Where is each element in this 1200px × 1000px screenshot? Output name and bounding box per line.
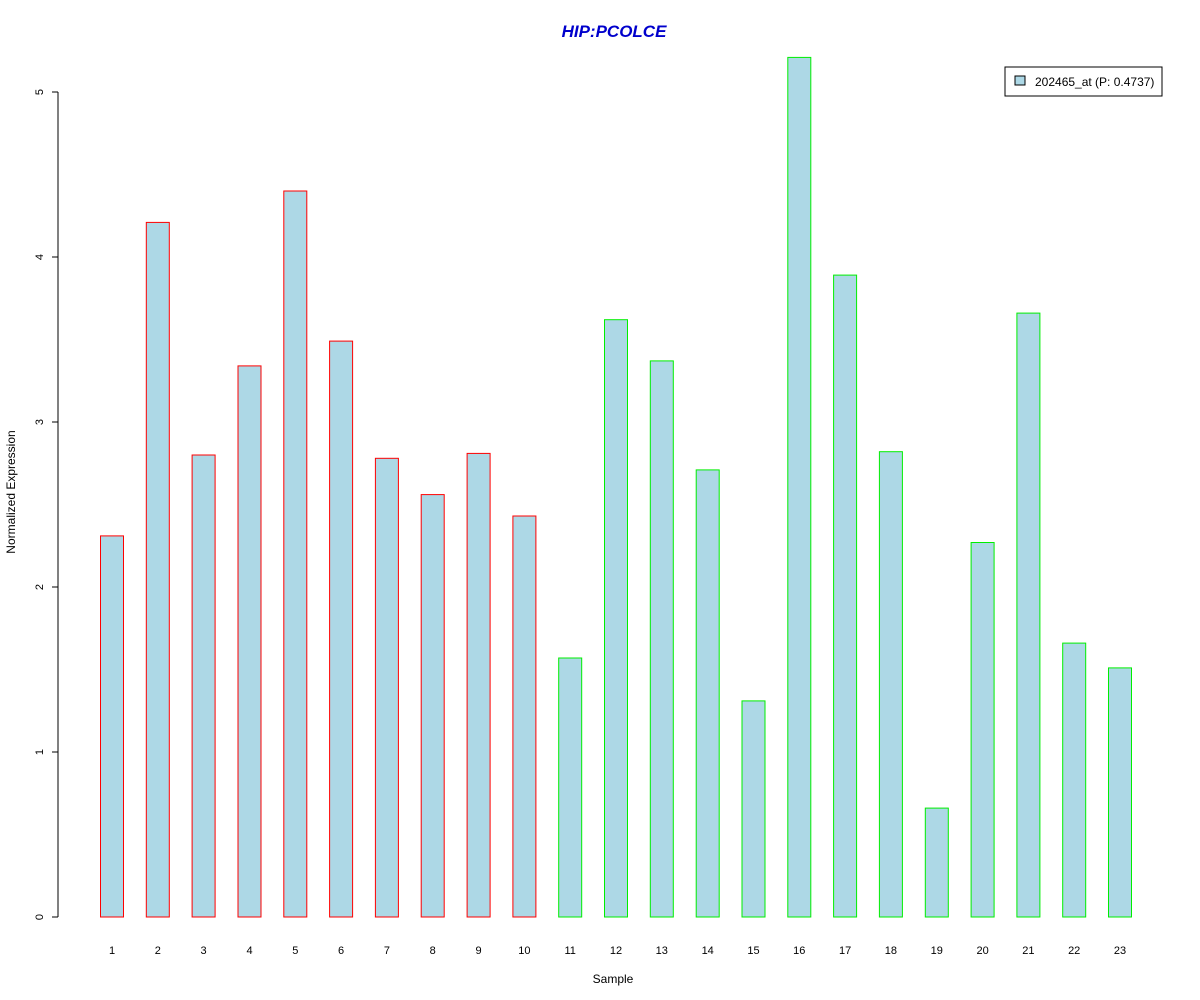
- bar-sample-12: [604, 319, 628, 918]
- x-tick-labels: 1 2 3 4 5 6 7 8 9 10 11 12 13 14 15 16 17 18 19 20 21 22 23: [109, 945, 1126, 957]
- x-tick-label: 22: [1068, 945, 1080, 957]
- x-tick-label: 6: [338, 945, 344, 957]
- x-tick-label: 12: [610, 945, 622, 957]
- y-tick-label: 1: [34, 749, 46, 755]
- x-tick-label: 2: [155, 945, 161, 957]
- bar-sample-22: [1062, 642, 1087, 918]
- bar-sample-11: [558, 657, 583, 918]
- y-tick-label: 5: [34, 89, 46, 95]
- x-tick-label: 21: [1022, 945, 1034, 957]
- x-tick-label: 3: [201, 945, 207, 957]
- bar-sample-20: [970, 542, 995, 918]
- y-axis: 0 1 2 3 4 5: [34, 89, 59, 920]
- bar-sample-23: [1108, 667, 1132, 918]
- bar-sample-1: [100, 535, 124, 918]
- legend-label: 202465_at (P: 0.4737): [1035, 75, 1154, 89]
- legend: 202465_at (P: 0.4737): [1004, 66, 1163, 97]
- chart-title: HIP:PCOLCE: [562, 22, 668, 41]
- x-tick-label: 14: [702, 945, 714, 957]
- bar-sample-18: [878, 451, 903, 918]
- bar-sample-2: [145, 221, 170, 918]
- legend-box: [1004, 66, 1163, 97]
- bar-sample-7: [374, 457, 399, 918]
- bar-sample-4: [237, 365, 262, 918]
- legend-swatch: [1014, 75, 1026, 86]
- bar-sample-15: [741, 700, 766, 918]
- x-tick-label: 4: [246, 945, 252, 957]
- y-tick-label: 2: [34, 584, 46, 590]
- x-tick-label: 20: [976, 945, 988, 957]
- x-tick-label: 19: [931, 945, 943, 957]
- x-tick-label: 9: [476, 945, 482, 957]
- bar-sample-5: [283, 190, 308, 918]
- x-tick-label: 1: [109, 945, 115, 957]
- bar-sample-10: [512, 515, 537, 918]
- x-tick-label: 17: [839, 945, 851, 957]
- x-axis-label: Sample: [593, 972, 634, 986]
- y-tick-label: 0: [34, 914, 46, 920]
- y-tick-label: 3: [34, 419, 46, 425]
- x-tick-label: 7: [384, 945, 390, 957]
- bar-sample-21: [1016, 312, 1041, 918]
- x-tick-label: 15: [747, 945, 759, 957]
- x-tick-label: 23: [1114, 945, 1126, 957]
- x-tick-label: 16: [793, 945, 805, 957]
- x-tick-label: 8: [430, 945, 436, 957]
- bar-sample-19: [924, 807, 949, 918]
- x-tick-label: 13: [656, 945, 668, 957]
- x-tick-label: 10: [518, 945, 530, 957]
- x-tick-label: 11: [564, 945, 575, 957]
- bar-sample-6: [329, 340, 354, 918]
- bar-sample-17: [833, 274, 858, 918]
- bar-sample-3: [191, 454, 216, 918]
- bar-sample-16: [787, 56, 812, 918]
- y-tick-label: 4: [34, 254, 46, 260]
- bar-sample-9: [466, 452, 491, 918]
- bar-sample-13: [649, 360, 674, 918]
- bar-sample-14: [695, 469, 720, 918]
- bars-group: [100, 56, 1132, 918]
- y-axis-label: Normalized Expression: [4, 430, 18, 553]
- x-tick-label: 18: [885, 945, 897, 957]
- bar-sample-8: [420, 494, 445, 918]
- x-tick-label: 5: [292, 945, 298, 957]
